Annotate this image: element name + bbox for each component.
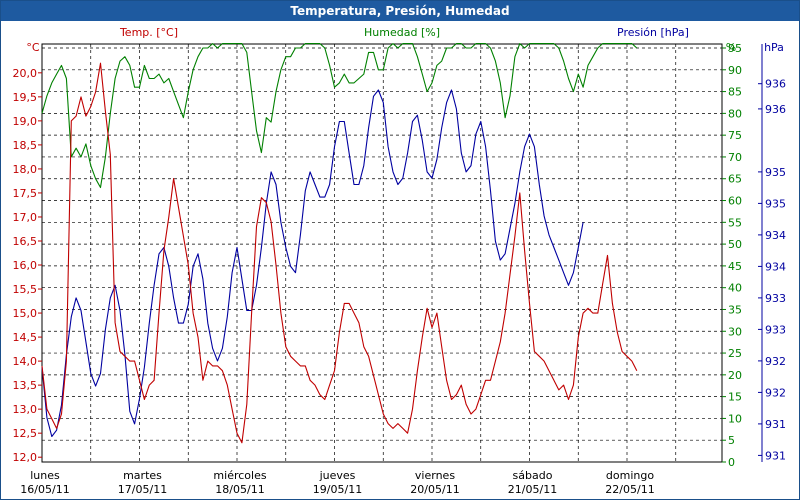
x-date-label: 22/05/11 bbox=[605, 483, 654, 496]
series bbox=[41, 43, 638, 444]
temp-tick-label: 13,0 bbox=[13, 403, 38, 416]
humidity-tick-label: 90 bbox=[728, 64, 742, 77]
temperature-series-line bbox=[41, 62, 638, 444]
pressure-tick-label: 936 bbox=[765, 78, 786, 91]
x-day-label: lunes bbox=[30, 469, 60, 482]
temp-tick-label: 19,0 bbox=[13, 115, 38, 128]
humidity-tick-label: 65 bbox=[728, 173, 742, 186]
plot-frame bbox=[41, 43, 723, 463]
temp-tick-label: 16,5 bbox=[13, 235, 38, 248]
x-date-label: 17/05/11 bbox=[118, 483, 167, 496]
humidity-tick-label: 75 bbox=[728, 129, 742, 142]
humidity-tick-label: 95 bbox=[728, 42, 742, 55]
temp-tick-label: 15,5 bbox=[13, 283, 38, 296]
x-day-label: sábado bbox=[513, 469, 553, 482]
humidity-tick-label: 10 bbox=[728, 412, 742, 425]
humidity-series-label: Humedad [%] bbox=[364, 26, 440, 39]
temperature-unit: °C bbox=[26, 41, 40, 54]
pressure-tick-label: 933 bbox=[765, 323, 786, 336]
pressure-tick-label: 931 bbox=[765, 418, 786, 431]
pressure-unit: hPa bbox=[764, 41, 784, 54]
pressure-tick-label: 933 bbox=[765, 292, 786, 305]
humidity-tick-label: 5 bbox=[728, 434, 735, 447]
temp-tick-label: 12,0 bbox=[13, 451, 38, 464]
pressure-tick-label: 935 bbox=[765, 166, 786, 179]
temp-tick-label: 18,0 bbox=[13, 163, 38, 176]
x-date-label: 19/05/11 bbox=[313, 483, 362, 496]
humidity-series-line bbox=[41, 43, 638, 189]
temp-tick-label: 20,0 bbox=[13, 67, 38, 80]
pressure-tick-label: 934 bbox=[765, 260, 786, 273]
x-date-label: 16/05/11 bbox=[20, 483, 69, 496]
x-day-label: domingo bbox=[606, 469, 654, 482]
pressure-tick-label: 932 bbox=[765, 355, 786, 368]
temp-tick-label: 15,0 bbox=[13, 307, 38, 320]
humidity-tick-label: 20 bbox=[728, 369, 742, 382]
humidity-tick-label: 30 bbox=[728, 325, 742, 338]
humidity-tick-label: 35 bbox=[728, 303, 742, 316]
temp-tick-label: 14,5 bbox=[13, 331, 38, 344]
temperature-series-label: Temp. [°C] bbox=[119, 26, 178, 39]
humidity-tick-label: 45 bbox=[728, 260, 742, 273]
temperature-axis: 20,0 19,5 19,0 18,5 18,0 17,5 17,0 16,5 16,0 15,5… bbox=[13, 67, 42, 464]
chart-title: Temperatura, Presión, Humedad bbox=[1, 1, 799, 21]
pressure-tick-label: 931 bbox=[765, 449, 786, 462]
x-day-label: martes bbox=[123, 469, 162, 482]
temp-tick-label: 13,5 bbox=[13, 379, 38, 392]
x-date-label: 18/05/11 bbox=[215, 483, 264, 496]
temp-tick-label: 12,5 bbox=[13, 427, 38, 440]
pressure-series-line bbox=[41, 89, 584, 438]
humidity-tick-label: 25 bbox=[728, 347, 742, 360]
grid bbox=[41, 43, 723, 463]
x-date-label: 20/05/11 bbox=[410, 483, 459, 496]
pressure-tick-label: 932 bbox=[765, 386, 786, 399]
humidity-tick-label: 60 bbox=[728, 195, 742, 208]
x-day-label: miércoles bbox=[213, 469, 266, 482]
humidity-tick-label: 55 bbox=[728, 216, 742, 229]
x-day-label: viernes bbox=[415, 469, 455, 482]
x-date-label: 21/05/11 bbox=[508, 483, 557, 496]
humidity-tick-label: 50 bbox=[728, 238, 742, 251]
humidity-tick-label: 80 bbox=[728, 107, 742, 120]
temp-tick-label: 19,5 bbox=[13, 91, 38, 104]
humidity-tick-label: 40 bbox=[728, 282, 742, 295]
humidity-tick-label: 0 bbox=[728, 456, 735, 469]
pressure-tick-label: 935 bbox=[765, 197, 786, 210]
pressure-tick-label: 936 bbox=[765, 103, 786, 116]
humidity-unit: % bbox=[726, 41, 736, 54]
temp-tick-label: 17,5 bbox=[13, 187, 38, 200]
temp-tick-label: 16,0 bbox=[13, 259, 38, 272]
temp-tick-label: 14,0 bbox=[13, 355, 38, 368]
temp-tick-label: 17,0 bbox=[13, 211, 38, 224]
pressure-axis: 936 936 935 935 934 934 933 933 932 932 931 931 bbox=[758, 44, 786, 462]
pressure-tick-label: 934 bbox=[765, 229, 786, 242]
humidity-tick-label: 70 bbox=[728, 151, 742, 164]
temp-tick-label: 18,5 bbox=[13, 139, 38, 152]
humidity-tick-label: 15 bbox=[728, 391, 742, 404]
x-day-label: jueves bbox=[319, 469, 356, 482]
humidity-tick-label: 85 bbox=[728, 86, 742, 99]
pressure-series-label: Presión [hPa] bbox=[617, 26, 689, 39]
